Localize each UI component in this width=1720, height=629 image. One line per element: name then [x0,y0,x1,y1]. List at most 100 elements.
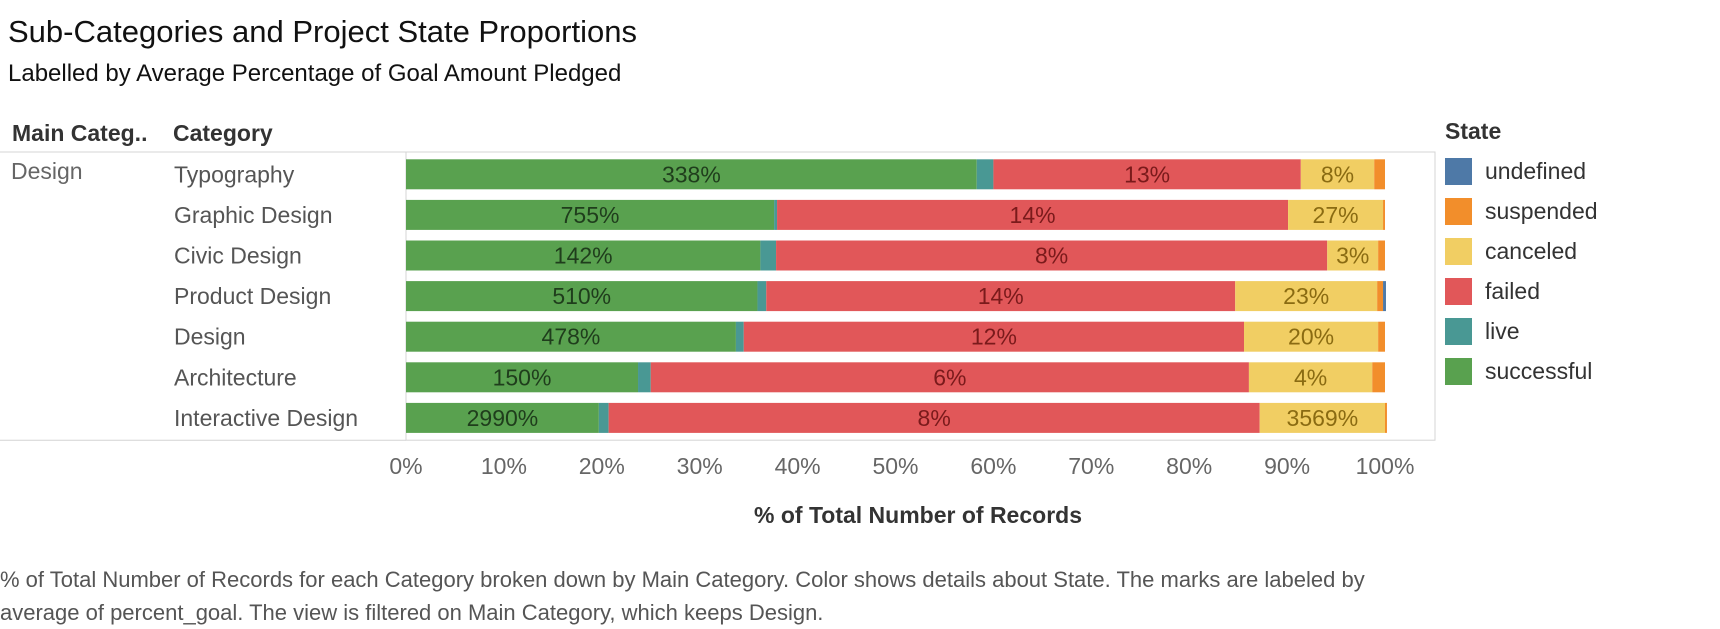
x-tick-label: 90% [1264,453,1310,479]
bar-segment-canceled[interactable] [1244,321,1379,352]
x-tick-label: 40% [775,453,821,479]
bar-label-canceled: 4% [1294,364,1327,390]
bar-label-successful: 150% [493,364,552,390]
legend: State undefined suspended canceled failed li… [1445,118,1598,391]
bar-segment-failed[interactable] [743,321,1245,352]
category-label: Interactive Design [174,405,358,431]
bar-segment-suspended[interactable] [1378,240,1385,271]
legend-item-live[interactable]: live [1445,311,1598,351]
bar-segment-suspended[interactable] [1385,402,1387,433]
x-tick-label: 50% [872,453,918,479]
bar-segment-successful[interactable] [406,281,758,312]
category-label: Product Design [174,283,331,309]
legend-swatch [1445,157,1472,185]
x-tick-label: 100% [1356,453,1415,479]
bars[interactable] [406,159,1387,433]
bar-segment-canceled[interactable] [1288,199,1384,230]
bar-label-successful: 755% [561,202,620,228]
x-tick-label: 30% [677,453,723,479]
bar-segment-live[interactable] [774,199,778,230]
legend-label: successful [1485,357,1593,384]
bar-segment-failed[interactable] [650,362,1249,393]
bar-segment-failed[interactable] [776,240,1328,271]
bar-label-canceled: 3569% [1287,405,1359,431]
main-category-header[interactable]: Main Categ.. [12,120,148,146]
legend-swatch [1445,197,1472,225]
legend-label: live [1485,317,1520,344]
x-tick-label: 70% [1068,453,1114,479]
x-tick-label: 20% [579,453,625,479]
legend-swatch [1445,277,1472,305]
legend-swatch [1445,237,1472,265]
x-axis-label: % of Total Number of Records [754,502,1082,528]
category-labels: Typography Graphic Design Civic Design Prod… [174,161,358,431]
stacked-bar-chart: Typography Graphic Design Civic Design Prod… [0,151,1436,528]
bar-segment-successful[interactable] [406,199,775,230]
bar-label-failed: 8% [918,405,951,431]
bar-segment-successful[interactable] [406,321,736,352]
bar-labels: 338% 13% 8% 755% 14% 27% 142% 8% 3% 510% 14% 23% 478… [467,161,1370,431]
bar-segment-live[interactable] [757,281,767,312]
legend-item-successful[interactable]: successful [1445,351,1598,391]
legend-label: suspended [1485,197,1598,224]
bar-segment-failed[interactable] [777,199,1289,230]
x-tick-label: 10% [481,453,527,479]
bar-label-canceled: 23% [1283,283,1329,309]
bar-segment-live[interactable] [976,159,994,190]
bar-label-failed: 13% [1124,161,1170,187]
bar-label-successful: 2990% [467,405,539,431]
category-label: Design [174,324,246,350]
legend-label: canceled [1485,237,1578,264]
bar-label-canceled: 20% [1288,324,1334,350]
bar-label-failed: 6% [933,364,966,390]
legend-label: undefined [1485,157,1587,184]
category-label: Graphic Design [174,202,333,228]
bar-segment-suspended[interactable] [1374,159,1385,190]
bar-label-failed: 14% [978,283,1024,309]
bar-segment-suspended[interactable] [1372,362,1385,393]
bar-segment-successful[interactable] [406,362,639,393]
bar-label-successful: 142% [554,243,613,269]
bar-segment-canceled[interactable] [1327,240,1379,271]
bar-label-canceled: 8% [1321,161,1354,187]
bar-segment-successful[interactable] [406,402,599,433]
bar-label-failed: 14% [1010,202,1056,228]
bar-segment-failed[interactable] [993,159,1301,190]
category-label: Civic Design [174,243,302,269]
legend-item-failed[interactable]: failed [1445,271,1598,311]
bar-label-canceled: 3% [1336,243,1369,269]
bar-segment-canceled[interactable] [1300,159,1375,190]
bar-segment-live[interactable] [638,362,651,393]
bar-segment-canceled[interactable] [1248,362,1373,393]
bar-label-canceled: 27% [1313,202,1359,228]
bar-segment-canceled[interactable] [1259,402,1385,433]
bar-label-failed: 8% [1035,243,1068,269]
bar-label-failed: 12% [971,324,1017,350]
bar-segment-successful[interactable] [406,240,761,271]
bar-segment-suspended[interactable] [1377,281,1384,312]
category-label: Architecture [174,364,297,390]
legend-title: State [1445,118,1502,144]
bar-segment-suspended[interactable] [1378,321,1385,352]
legend-item-canceled[interactable]: canceled [1445,231,1598,271]
bar-segment-undefined[interactable] [1383,281,1386,312]
category-header[interactable]: Category [173,120,273,146]
bar-label-successful: 338% [662,161,721,187]
legend-item-undefined[interactable]: undefined [1445,151,1598,191]
bar-segment-live[interactable] [760,240,777,271]
bar-segment-canceled[interactable] [1235,281,1378,312]
bar-segment-failed[interactable] [766,281,1236,312]
chart-title: Sub-Categories and Project State Proport… [8,14,637,49]
bar-segment-live[interactable] [598,402,609,433]
x-tick-label: 0% [389,453,422,479]
bar-segment-successful[interactable] [406,159,977,190]
bar-segment-failed[interactable] [608,402,1260,433]
main-category-value: Design [11,158,83,184]
category-label: Typography [174,161,295,187]
x-tick-label: 80% [1166,453,1212,479]
bar-segment-suspended[interactable] [1383,199,1385,230]
legend-label: failed [1485,277,1540,304]
legend-item-suspended[interactable]: suspended [1445,191,1598,231]
bar-segment-live[interactable] [735,321,744,352]
legend-swatch [1445,357,1472,385]
